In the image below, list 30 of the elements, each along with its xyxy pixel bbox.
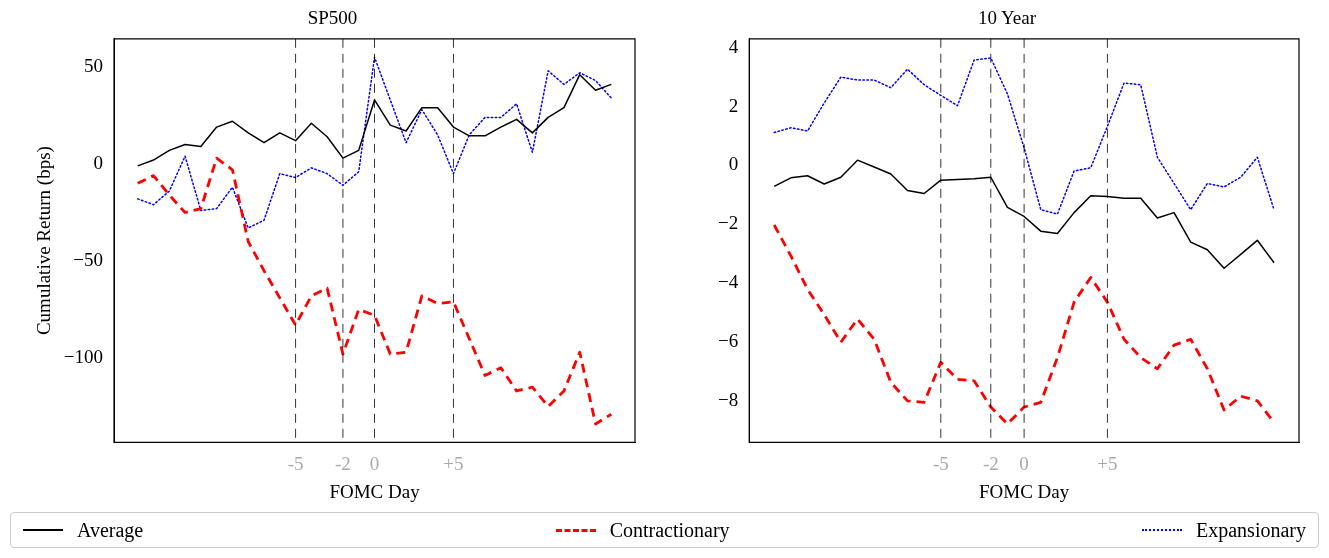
- x-axis-title: FOMC Day: [978, 480, 1070, 502]
- y-axis-title: Cumulative Return (bps): [33, 146, 56, 336]
- y-tick-label: 0: [93, 151, 104, 173]
- x-tick-label: -5: [932, 452, 949, 474]
- legend-label: Contractionary: [609, 518, 730, 542]
- chart-title: SP500: [307, 7, 358, 29]
- y-tick-label: 4: [728, 35, 739, 57]
- legend-label: Expansionary: [1196, 518, 1306, 542]
- y-tick-label: −8: [718, 389, 739, 411]
- line-series: [136, 56, 613, 229]
- x-axis-title: FOMC Day: [329, 480, 421, 502]
- x-tick-label: -2: [982, 452, 999, 474]
- x-tick-label: 0: [369, 452, 380, 474]
- line-series: [136, 156, 613, 426]
- y-tick-label: −6: [718, 330, 739, 352]
- x-tick-label: -5: [287, 452, 304, 474]
- legend-label: Average: [77, 518, 144, 542]
- chart-title: 10 Year: [977, 7, 1037, 29]
- y-tick-label: 2: [728, 94, 739, 116]
- y-tick-label: −50: [73, 248, 104, 270]
- y-tick-label: 50: [84, 54, 104, 76]
- x-tick-label: +5: [443, 452, 464, 474]
- y-tick-label: −100: [63, 345, 104, 367]
- y-tick-label: −2: [718, 212, 739, 234]
- x-tick-label: +5: [1097, 452, 1118, 474]
- y-tick-label: 0: [728, 153, 739, 175]
- y-tick-label: −4: [718, 271, 739, 293]
- x-tick-label: 0: [1019, 452, 1029, 474]
- x-tick-label: -2: [335, 452, 351, 474]
- line-series: [773, 57, 1275, 215]
